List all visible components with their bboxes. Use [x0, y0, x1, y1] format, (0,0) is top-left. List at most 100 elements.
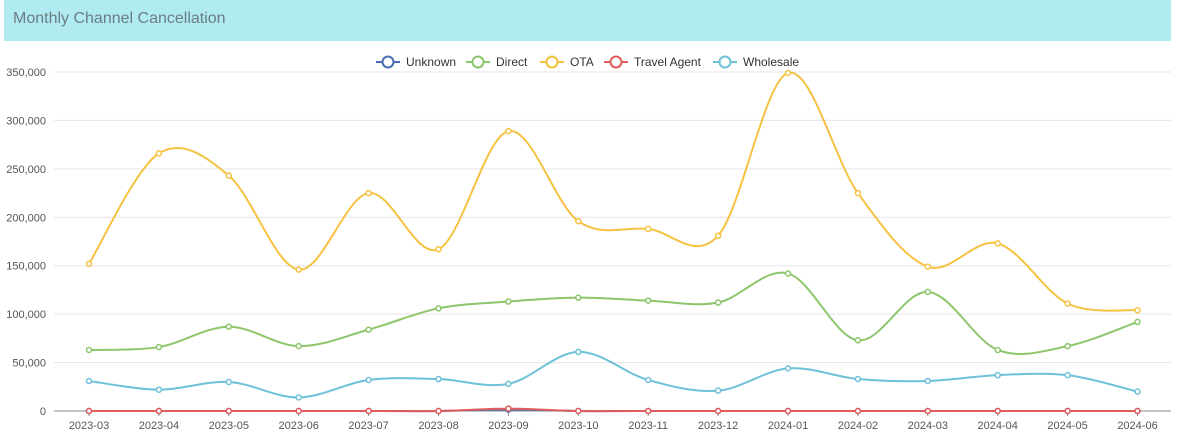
data-point-wholesale: [435, 375, 442, 383]
y-tick-label: 150,000: [6, 261, 46, 273]
data-point-wholesale: [994, 371, 1001, 379]
data-point-wholesale: [225, 378, 233, 386]
legend-label-wholesale: Wholesale: [743, 55, 799, 69]
y-tick-label: 0: [40, 406, 46, 418]
series-line-direct: [88, 271, 1138, 356]
data-point-ota: [435, 245, 442, 253]
data-point-travel-agent: [994, 407, 1001, 415]
legend-marker-ota: [545, 55, 559, 69]
legend-marker-wholesale: [718, 55, 732, 69]
series-line-wholesale: [88, 350, 1138, 399]
x-tick-label: 2023-03: [69, 420, 109, 432]
data-point-travel-agent: [784, 407, 792, 415]
legend-label-unknown: Unknown: [406, 55, 456, 69]
data-point-direct: [924, 288, 932, 296]
data-point-wholesale: [1134, 388, 1141, 395]
chart-title: Monthly Channel Cancellation: [13, 10, 226, 27]
x-tick-label: 2024-01: [768, 420, 808, 432]
data-point-direct: [225, 323, 233, 330]
data-point-travel-agent: [644, 407, 652, 415]
data-point-travel-agent: [295, 407, 302, 415]
x-tick-label: 2023-05: [209, 420, 249, 432]
data-point-ota: [575, 217, 582, 225]
x-tick-label: 2023-12: [698, 420, 738, 432]
y-tick-label: 350,000: [6, 67, 46, 79]
data-point-ota: [714, 232, 722, 239]
data-point-ota: [295, 266, 302, 273]
data-point-travel-agent: [85, 407, 93, 415]
data-point-travel-agent: [575, 407, 582, 415]
data-point-ota: [1134, 307, 1141, 314]
legend-marker-direct: [471, 55, 485, 69]
data-point-ota: [1064, 300, 1071, 307]
legend-label-travel-agent: Travel Agent: [634, 55, 702, 69]
y-tick-label: 300,000: [6, 115, 46, 127]
y-tick-label: 200,000: [6, 212, 46, 224]
data-point-direct: [994, 346, 1001, 354]
x-tick-label: 2023-04: [139, 420, 179, 432]
data-point-wholesale: [575, 348, 582, 356]
x-tick-label: 2024-06: [1117, 420, 1157, 432]
data-point-wholesale: [784, 365, 792, 372]
chart-header: Monthly Channel Cancellation: [4, 0, 1171, 41]
series-line-travel-agent: [88, 407, 1138, 413]
data-point-travel-agent: [1064, 407, 1071, 415]
legend-marker-travel-agent: [609, 55, 623, 69]
data-point-direct: [714, 299, 722, 306]
data-point-wholesale: [505, 380, 512, 388]
x-tick-label: 2023-10: [558, 420, 598, 432]
data-point-wholesale: [155, 386, 163, 393]
data-point-direct: [505, 298, 512, 305]
data-point-wholesale: [1064, 371, 1071, 379]
x-tick-label: 2024-03: [908, 420, 948, 432]
legend-label-direct: Direct: [496, 55, 528, 69]
x-tick-label: 2023-06: [279, 420, 319, 432]
data-point-direct: [575, 294, 582, 301]
data-point-ota: [85, 260, 93, 268]
data-point-ota: [505, 127, 512, 135]
data-point-direct: [784, 270, 792, 277]
data-point-travel-agent: [365, 407, 372, 415]
data-point-ota: [994, 240, 1001, 247]
legend-label-ota: OTA: [570, 55, 594, 69]
y-tick-label: 100,000: [6, 309, 46, 321]
data-point-direct: [1134, 318, 1141, 326]
x-tick-label: 2024-02: [838, 420, 878, 432]
x-tick-label: 2023-09: [488, 420, 528, 432]
data-point-ota: [784, 69, 792, 77]
data-point-travel-agent: [505, 405, 512, 412]
x-tick-label: 2023-08: [418, 420, 458, 432]
x-tick-label: 2023-07: [348, 420, 388, 432]
x-tick-label: 2024-05: [1047, 420, 1087, 432]
data-point-ota: [155, 150, 163, 157]
data-point-travel-agent: [435, 407, 442, 415]
data-point-direct: [1064, 342, 1071, 350]
data-point-wholesale: [365, 376, 372, 384]
y-tick-label: 50,000: [12, 358, 46, 370]
data-point-direct: [435, 305, 442, 312]
data-point-ota: [924, 263, 932, 270]
data-point-ota: [644, 225, 652, 233]
data-point-direct: [365, 326, 372, 333]
data-point-wholesale: [85, 377, 93, 385]
series-line-ota: [88, 71, 1138, 312]
data-point-travel-agent: [155, 407, 163, 415]
data-point-wholesale: [295, 394, 302, 401]
data-point-ota: [365, 189, 372, 197]
data-point-direct: [85, 346, 93, 354]
data-point-travel-agent: [714, 407, 722, 415]
data-point-travel-agent: [854, 407, 862, 415]
data-point-travel-agent: [225, 407, 233, 415]
data-point-direct: [155, 343, 163, 351]
data-point-travel-agent: [1134, 407, 1141, 415]
data-point-direct: [644, 297, 652, 304]
x-tick-label: 2023-11: [628, 420, 668, 432]
data-point-ota: [854, 189, 862, 197]
legend-marker-unknown: [381, 55, 395, 69]
y-tick-label: 250,000: [6, 164, 46, 176]
data-point-wholesale: [644, 376, 652, 384]
data-point-ota: [225, 172, 233, 179]
data-point-wholesale: [714, 387, 722, 394]
x-tick-label: 2024-04: [978, 420, 1018, 432]
